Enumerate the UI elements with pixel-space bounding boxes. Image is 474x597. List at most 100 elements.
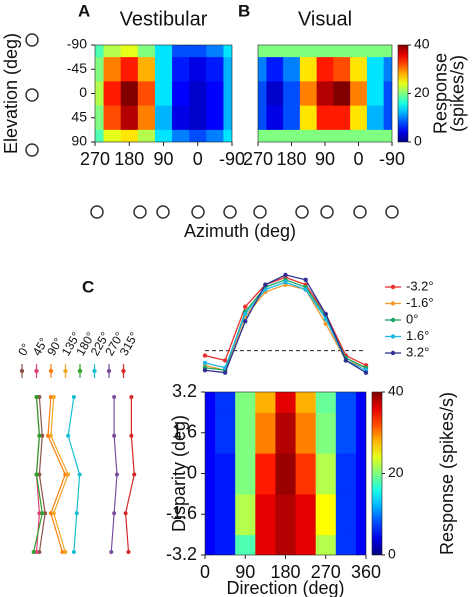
heat-cell [215,453,236,495]
colorbar-tick-label: 20 [388,464,404,480]
point [77,472,82,477]
heat-cell [255,412,276,454]
point [222,358,228,363]
heat-cell [333,129,351,142]
point [74,511,79,516]
heat-cell [266,57,284,82]
heatmap [95,45,232,142]
heat-cell [295,392,317,413]
heat-cell [299,45,318,58]
heat-cell [206,81,224,107]
point [129,395,134,399]
point [202,353,208,358]
point [43,511,48,516]
legend-dot [390,301,396,306]
heat-cell [283,129,301,142]
legend-label: 1.6° [406,328,429,343]
heat-cell [266,81,284,107]
heat-cell [205,392,216,413]
x-tick-label: 270 [311,562,341,582]
heat-cell [189,81,207,107]
heat-cell [350,105,368,131]
profile-legend-dot [77,368,83,374]
heat-cell [275,493,297,536]
heat-cell [215,392,236,413]
heat-cell [189,105,207,131]
heat-cell [137,129,156,142]
heat-cell [366,57,385,82]
x-tick-label: -90 [219,149,245,169]
heat-cell [206,45,224,58]
colorbar [371,391,383,556]
heat-cell [235,392,256,413]
heat-cell [120,81,139,107]
point [115,472,119,477]
point [303,287,308,292]
heat-cell [172,57,190,82]
point [37,550,42,554]
heat-cell [189,45,207,58]
x-axis-label: Azimuth (deg) [184,221,296,241]
y-tick-label: -90 [67,36,87,52]
heat-cell [335,493,357,536]
point [243,304,248,309]
heat-cell [235,534,256,555]
heat-cell [103,57,122,82]
colorbar-label: Response [430,53,450,134]
heat-cell [355,412,366,454]
point [263,282,268,287]
heat-cell [333,81,351,107]
legend-dot [390,334,396,339]
x-axis-label: Direction (deg) [226,578,344,597]
point [37,511,42,516]
heat-cell [355,453,366,495]
x-tick-label: 180 [270,562,300,582]
heat-cell [137,105,156,131]
y-tick-label: 90 [71,133,87,149]
heat-cell [366,81,385,107]
profile-legend-dot [34,368,39,374]
x-tick-label: 0 [200,562,210,582]
heat-cell [235,493,256,536]
legend-dot [390,284,396,290]
point [48,511,53,516]
colorbar-tick-label: 0 [388,546,396,562]
profile-legend-dot [63,368,68,374]
colorbar-label: (spikes/s) [447,55,467,132]
heat-cell [315,453,337,495]
colorbar-tick-label: 40 [414,36,430,52]
heat-cell [316,57,334,82]
heat-cell [383,57,392,82]
point [112,395,117,399]
point [37,433,42,438]
point [323,321,328,326]
x-tick-label: 180 [276,149,306,169]
profile-legend-dot [121,368,126,374]
heat-cell [315,412,337,454]
point [263,287,268,292]
heat-cell [215,534,236,555]
heat-cell [333,57,351,82]
heat-cell [315,534,337,555]
point [243,319,248,324]
legend-label: 3.2° [406,344,429,359]
point [63,472,68,477]
x-tick-label: -90 [379,149,405,169]
point [283,280,288,285]
heat-cell [255,453,276,495]
panel-label: A [78,1,90,20]
heat-cell [223,81,232,107]
point [40,433,45,438]
heat-cell [103,81,122,107]
series-line [204,281,367,371]
heat-cell [333,105,351,131]
heat-cell [206,129,224,142]
point [363,370,369,375]
heat-cell [355,493,366,536]
profile-line [47,396,66,553]
heat-cell [355,534,366,555]
heat-cell [299,57,318,82]
heat-cell [172,129,190,142]
point [112,511,117,516]
legend-label: 0° [406,311,418,326]
